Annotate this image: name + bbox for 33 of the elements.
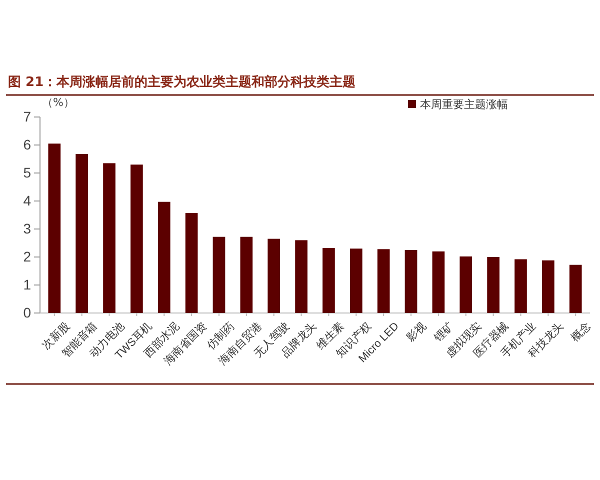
bar: [569, 264, 582, 313]
bar: [460, 256, 472, 313]
y-axis-title: （%）: [42, 96, 74, 109]
y-tick-label: 4: [23, 192, 32, 208]
bar: [487, 257, 500, 313]
y-tick-label: 0: [23, 304, 32, 320]
bar: [76, 154, 88, 313]
bar: [268, 238, 280, 313]
bar: [212, 236, 226, 313]
legend-label: 本周重要主题涨幅: [420, 98, 508, 111]
y-tick-label: 5: [23, 164, 32, 180]
chart-title: 图 21：本周涨幅居前的主要为农业类主题和部分科技类主题: [8, 74, 356, 90]
x-tick-label: 影视: [404, 320, 429, 344]
y-tick-label: 3: [23, 220, 32, 236]
bar: [514, 259, 527, 313]
y-tick-label: 6: [23, 136, 32, 152]
bar: [377, 249, 390, 313]
bar: [432, 251, 445, 313]
bar: [158, 202, 170, 313]
bar: [185, 213, 198, 313]
bar: [350, 248, 362, 313]
bar: [322, 248, 335, 313]
bar: [404, 250, 418, 313]
bar: [103, 163, 116, 313]
bar: [48, 144, 61, 313]
bar: [130, 164, 143, 313]
bar: [295, 240, 308, 313]
y-tick-label: 1: [23, 276, 32, 292]
y-tick-label: 7: [23, 108, 32, 124]
bar: [240, 236, 253, 313]
y-tick-label: 2: [23, 248, 32, 264]
x-tick-label: 概念: [569, 320, 594, 344]
bar: [542, 260, 554, 313]
